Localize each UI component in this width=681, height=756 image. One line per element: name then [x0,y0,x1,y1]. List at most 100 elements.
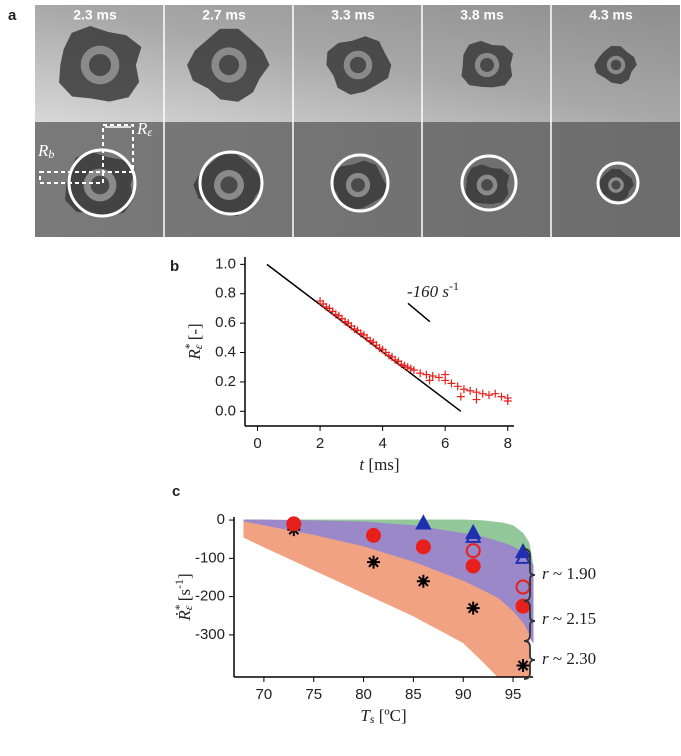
x-tick-label: 0 [253,435,261,452]
re-box [102,124,134,173]
x-tick-label: 90 [455,686,472,703]
plus-marker [491,389,500,398]
label-part: T [360,706,371,725]
droplet-core [90,175,110,195]
asterisk-marker [466,601,480,615]
subscript: ε [147,125,152,139]
frame-time: 3.3 ms [331,7,375,23]
x-axis-label: Ts [ºC] [360,706,406,726]
y-tick-label: 0.4 [215,343,236,360]
y-tick-label: -300 [195,626,225,643]
plus-marker [472,388,481,397]
x-tick-label: 2 [316,435,324,452]
droplet-core [480,58,494,72]
asterisk-marker [416,574,430,588]
label-part: R [136,119,148,138]
plus-marker [472,395,481,404]
subscript: s [370,712,375,726]
re-label: Rε [136,119,152,139]
plus-marker [425,376,434,385]
x-tick-label: 80 [355,686,372,703]
frame-time: 2.7 ms [202,7,246,23]
y-axis-label: Ṙ*ε [s-1] [172,573,195,621]
plus-marker [447,379,456,388]
x-tick-label: 95 [505,686,522,703]
label-part: Ṙ [175,610,194,622]
circle-marker [465,558,481,574]
subscript: ε [191,344,205,349]
label-part: t [359,455,365,474]
x-tick-label: 8 [504,435,512,452]
x-tick-label: 6 [441,435,449,452]
plus-marker [456,392,465,401]
rb-box [39,171,104,184]
label-part: ~ 1.90 [549,564,596,583]
triangle-marker [415,514,432,530]
y-axis-label: R*ε [-] [182,323,205,360]
superscript: -1 [172,579,186,589]
droplet-core [349,56,367,74]
circle-marker [286,516,302,532]
plus-marker [503,397,512,406]
y-tick-label: 0 [217,511,225,528]
droplet-core [610,59,622,71]
label-part: -160 s [407,282,449,301]
label-part: R [37,141,49,160]
x-tick-label: 4 [378,435,386,452]
label-part: ~ 2.30 [549,649,596,668]
brace [523,548,536,602]
frame-time: 2.3 ms [73,7,117,23]
y-tick-label: 0.6 [215,314,236,331]
brace [523,600,536,642]
asterisk-marker [516,659,530,673]
rb-label: Rb [37,141,54,161]
subscript: b [48,147,54,161]
droplet-core [351,178,365,192]
plus-marker [484,391,493,400]
y-tick-label: 0.8 [215,285,236,302]
label-part: r [542,564,549,583]
droplet-core [88,53,112,77]
panel-label: a [8,7,17,24]
x-tick-label: 85 [405,686,422,703]
plus-marker [441,370,450,379]
slope-annotation: -160 s-1 [407,279,459,301]
regime-label: r ~ 1.90 [542,564,596,583]
regime-label: r ~ 2.30 [542,649,596,668]
droplet-core [218,54,240,76]
frame-time: 4.3 ms [589,7,633,23]
superscript: -1 [449,279,459,293]
label-part: [ms] [364,455,399,474]
plus-marker [453,382,462,391]
triangle-marker [465,527,482,543]
superscript: * [182,343,196,349]
label-part: [s [175,589,194,606]
plus-marker [416,369,425,378]
radius-circle [460,154,518,212]
plus-marker [459,385,468,394]
droplet-core [481,179,493,191]
panel-label: b [170,258,179,275]
triangle-marker [514,548,532,564]
y-tick-label: -100 [195,549,225,566]
panel-label: c [172,483,180,500]
label-part: [-] [185,323,204,344]
circle-marker [415,539,431,555]
brace [523,640,536,680]
x-tick-label: 70 [256,686,273,703]
superscript: * [172,604,186,610]
droplet-core [611,180,621,190]
label-part: [ºC] [374,706,406,725]
label-part: r [542,609,549,628]
plus-marker [422,370,431,379]
label-part: ~ 2.15 [549,609,596,628]
plus-marker [466,386,475,395]
radius-circle [330,153,390,213]
circle-marker [465,543,481,559]
plus-marker [497,392,506,401]
label-part: r [542,649,549,668]
circle-marker [366,527,382,543]
plus-marker [478,389,487,398]
plus-marker [434,373,443,382]
